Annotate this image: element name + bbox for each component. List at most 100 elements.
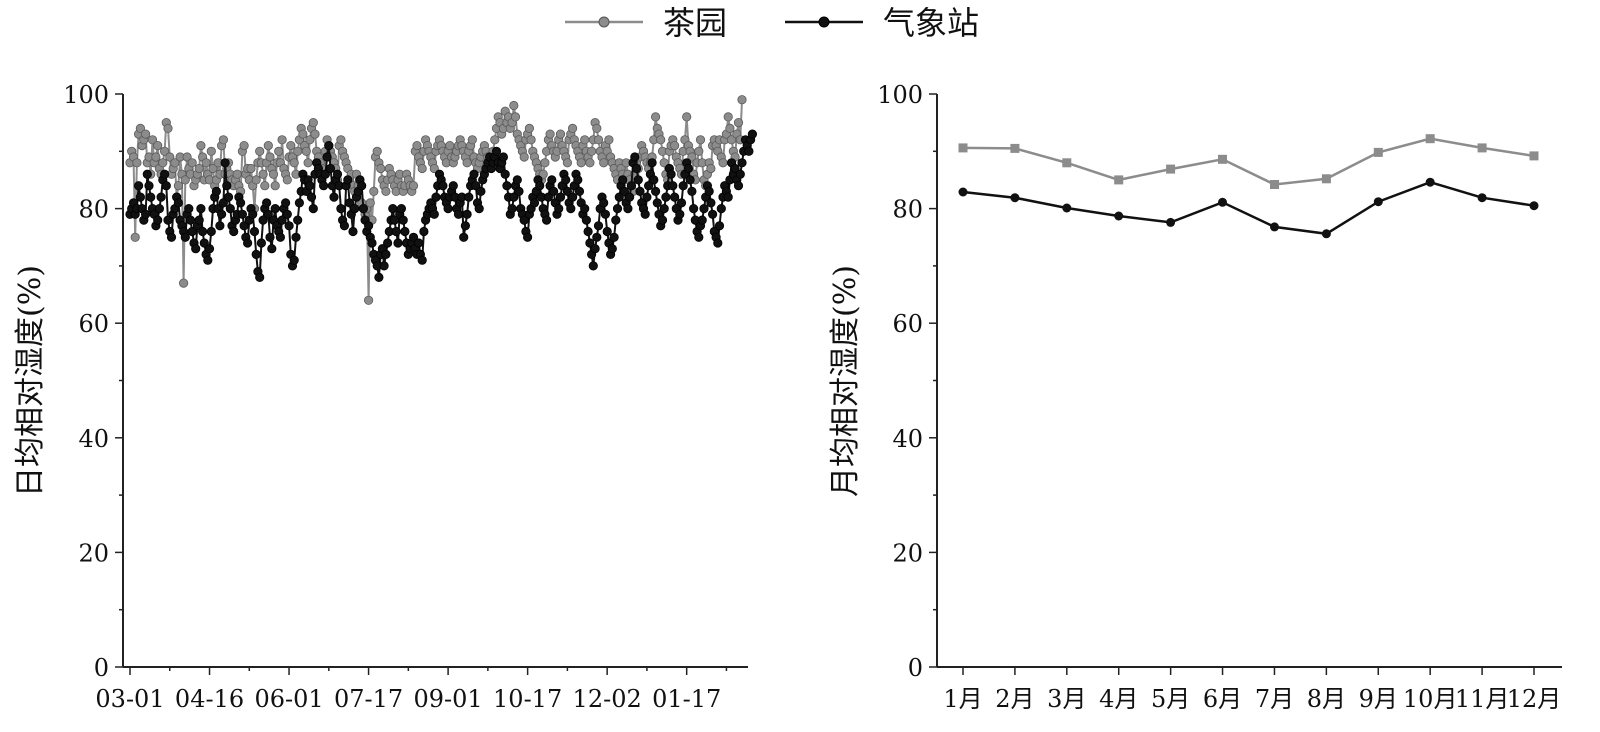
data-point: [284, 221, 294, 231]
data-point: [1218, 197, 1227, 207]
data-point: [593, 221, 604, 231]
data-point: [211, 186, 221, 196]
data-point: [685, 175, 695, 185]
data-point: [173, 198, 183, 208]
data-point: [357, 181, 367, 191]
data-point: [255, 146, 265, 156]
data-point: [218, 135, 228, 145]
data-point: [291, 232, 301, 242]
data-point: [733, 118, 744, 128]
data-point: [509, 100, 519, 111]
x-tick-label: 5月: [1151, 685, 1190, 713]
data-point: [1529, 201, 1539, 211]
data-point: [429, 209, 439, 219]
data-point: [419, 226, 429, 237]
data-point: [694, 146, 704, 156]
data-point: [607, 244, 617, 254]
data-point: [464, 192, 474, 202]
legend-marker-tea-garden: [598, 16, 610, 28]
data-point: [585, 158, 595, 168]
data-point: [160, 169, 170, 179]
data-point: [535, 181, 545, 191]
data-point: [417, 163, 427, 174]
data-point: [270, 204, 280, 214]
x-tick-label: 10-17: [493, 685, 562, 713]
data-point: [567, 123, 578, 133]
data-point: [343, 175, 353, 185]
data-point: [443, 204, 453, 214]
x-tick-label: 6月: [1203, 685, 1242, 713]
data-point: [374, 272, 384, 282]
data-point: [218, 198, 228, 208]
data-point: [561, 175, 571, 185]
data-point: [223, 192, 234, 202]
data-point: [588, 261, 598, 271]
data-point: [524, 123, 535, 133]
data-point: [586, 146, 597, 156]
data-point: [305, 135, 315, 145]
data-point: [393, 238, 403, 248]
data-point: [566, 204, 576, 214]
data-point: [153, 215, 163, 225]
data-point: [640, 209, 650, 219]
data-point: [132, 158, 142, 168]
data-point: [179, 278, 189, 288]
data-point: [469, 169, 479, 179]
data-point: [476, 186, 486, 196]
data-point: [1166, 217, 1176, 227]
data-point: [659, 204, 669, 214]
data-point: [695, 135, 706, 145]
data-point: [599, 198, 609, 208]
left-y-axis-title: 日均相对湿度(%): [13, 265, 48, 497]
data-point: [156, 192, 166, 202]
data-point: [275, 232, 285, 242]
data-point: [590, 244, 600, 254]
data-point: [180, 232, 190, 242]
data-point: [249, 226, 260, 237]
data-point: [541, 215, 552, 225]
data-point: [243, 238, 253, 248]
data-point: [236, 198, 246, 208]
x-tick-label: 11月: [1455, 685, 1510, 713]
data-point: [633, 175, 643, 185]
data-point: [217, 209, 227, 219]
data-point: [135, 123, 145, 133]
data-point: [429, 163, 439, 174]
data-point: [301, 146, 311, 156]
data-point: [699, 204, 709, 214]
data-point: [376, 163, 386, 174]
data-point: [1425, 134, 1435, 144]
data-point: [714, 221, 725, 231]
data-point: [467, 135, 477, 145]
data-point: [256, 238, 266, 248]
data-point: [545, 129, 555, 139]
data-point: [134, 181, 144, 191]
data-point: [1010, 143, 1020, 153]
data-point: [635, 186, 645, 196]
data-point: [657, 215, 668, 225]
data-point: [462, 158, 472, 168]
data-point: [509, 192, 519, 202]
data-point: [260, 181, 270, 191]
legend: 茶园 气象站: [565, 4, 979, 42]
data-point: [293, 146, 303, 156]
data-point: [547, 175, 557, 185]
data-point: [744, 146, 754, 156]
data-point: [184, 204, 194, 214]
data-point: [747, 129, 758, 139]
data-point: [398, 215, 408, 225]
data-point: [602, 226, 612, 237]
data-point: [135, 192, 145, 202]
data-point: [396, 204, 406, 214]
data-point: [1010, 193, 1020, 203]
data-point: [623, 204, 633, 214]
data-point: [187, 226, 197, 237]
data-point: [286, 141, 296, 151]
x-tick-label: 06-01: [254, 685, 323, 713]
x-tick-label: 7月: [1255, 685, 1294, 713]
data-point: [289, 255, 299, 265]
data-point: [580, 204, 590, 214]
data-point: [367, 238, 377, 248]
data-point: [631, 163, 642, 174]
data-point: [303, 158, 313, 168]
